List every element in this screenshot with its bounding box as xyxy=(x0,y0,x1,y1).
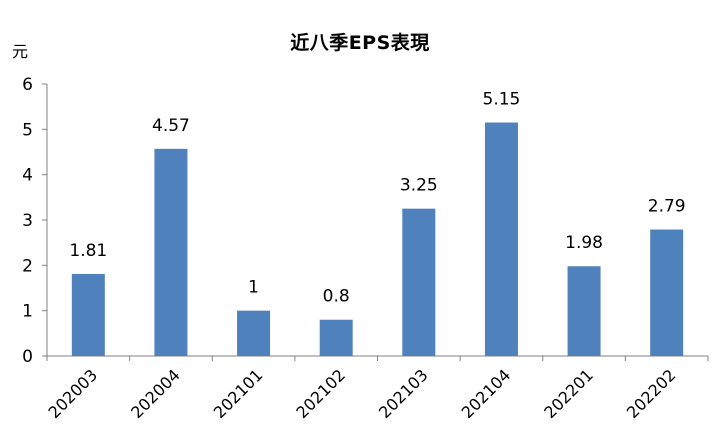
x-tick-label: 202201 xyxy=(540,365,597,422)
y-tick-label: 0 xyxy=(22,347,33,367)
data-label: 5.15 xyxy=(483,90,521,110)
data-label: 0.8 xyxy=(323,287,350,307)
x-tick-label: 202004 xyxy=(127,365,184,422)
bar xyxy=(484,122,518,357)
bar xyxy=(154,148,188,356)
y-tick-label: 5 xyxy=(22,120,33,140)
bar xyxy=(319,319,353,356)
data-label: 4.57 xyxy=(152,116,190,136)
x-tick-label: 202104 xyxy=(458,365,515,422)
bar xyxy=(71,273,105,356)
data-label: 1.81 xyxy=(69,241,107,261)
y-axis-unit-label: 元 xyxy=(12,42,29,61)
data-label: 1.98 xyxy=(565,233,603,253)
x-tick-label: 202103 xyxy=(375,365,432,422)
y-tick-label: 6 xyxy=(22,75,33,95)
bar xyxy=(237,310,271,356)
x-tick-label: 202003 xyxy=(45,365,102,422)
bar xyxy=(402,208,436,356)
x-tick-label: 202101 xyxy=(210,365,267,422)
y-tick-label: 3 xyxy=(22,211,33,231)
bar xyxy=(567,266,601,356)
x-tick-label: 202102 xyxy=(292,365,349,422)
data-label: 1 xyxy=(248,278,259,298)
data-label: 3.25 xyxy=(400,176,438,196)
y-tick-label: 1 xyxy=(22,302,33,322)
y-tick-label: 2 xyxy=(22,256,33,276)
data-label: 2.79 xyxy=(648,197,686,217)
chart-title: 近八季EPS表現 xyxy=(290,32,430,54)
bar xyxy=(650,229,684,356)
x-tick-label: 202202 xyxy=(623,365,680,422)
y-tick-label: 4 xyxy=(22,166,33,186)
